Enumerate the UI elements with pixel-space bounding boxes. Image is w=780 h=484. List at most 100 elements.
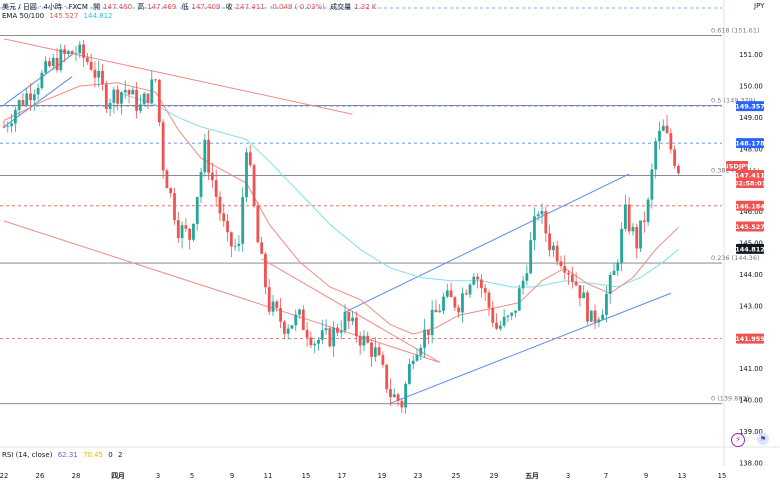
candle-body [199,172,203,198]
candle-body [559,261,563,267]
rsi-label: RSI (14, close) [2,451,53,459]
candle-body [533,216,536,241]
candle-body [93,69,97,78]
candle-body [248,152,252,166]
candle-body [44,61,48,73]
candle-body [89,61,93,70]
rsi-ma-value: 70.45 [82,451,104,459]
candle-body [347,312,351,322]
candle-body [510,312,514,316]
candle-body [157,79,161,123]
candle-body [305,329,309,338]
flag-icon[interactable]: ⚑ [757,433,769,445]
candle-body [317,339,320,344]
candle-body [282,321,286,334]
candle-body [548,233,551,251]
price-tag-text: 146.184 [735,202,765,210]
candle-body [313,343,317,346]
price-tag-text: 144.812 [735,245,765,253]
x-tick-label: 3 [156,472,160,480]
x-tick-label: 11 [264,472,273,480]
candle-body [551,245,555,251]
candle-body [142,93,146,105]
candle-body [104,84,108,109]
candle-body [377,347,381,356]
candle-body [222,213,226,221]
candle-body [17,100,21,110]
candle-body [646,199,650,222]
candle-body [381,355,385,365]
price-tag-text: 148.178 [735,140,765,148]
candle-body [544,211,548,234]
candle-body [154,79,157,81]
candle-body [226,220,229,233]
candle-body [55,57,59,71]
candle-body [6,126,10,127]
candle-body [188,228,192,240]
candle-body [260,242,264,254]
ema-legend[interactable]: EMA 50/100 145.527 144.812 [2,12,115,20]
candle-body [82,44,85,58]
open-label: 開 [93,3,101,11]
candle-body [358,336,362,346]
candle-body [127,90,131,95]
candle-body [116,89,120,104]
candle-body [593,310,597,323]
x-tick-label: 15 [302,472,311,480]
candle-body [502,316,506,326]
ema-slow-value: 144.812 [83,12,113,20]
candle-body [176,220,180,239]
candle-body [498,325,502,329]
downtrend-line [3,38,353,115]
x-tick-label: 29 [490,472,499,480]
candle-body [301,309,305,330]
low-label: 低 [181,3,189,11]
candle-body [123,90,127,93]
candle-body [51,57,55,67]
x-tick-label: 23 [414,472,423,480]
rsi-value: 62.31 [57,451,78,459]
candle-body [623,204,627,229]
candle-body [616,262,620,271]
candle-body [25,93,29,105]
candle-body [642,220,646,222]
candle-body [328,328,332,347]
candle-body [320,330,324,340]
ema-fast-value: 145.527 [49,12,79,20]
candle-body [574,281,578,286]
candle-body [563,266,567,273]
candle-body [495,322,498,329]
x-tick-label: 15 [718,472,727,480]
candle-body [36,88,40,95]
candle-body [661,125,665,131]
x-tick-label: 22 [0,472,8,480]
channel-line [344,173,630,313]
y-tick-label: 141.00 [739,365,763,373]
candle-body [309,337,313,346]
flash-icon[interactable]: ⚡ [731,433,745,447]
candle-body [468,284,472,295]
candle-body [449,290,453,298]
y-tick-label: 148.00 [739,145,763,153]
candle-body [464,293,468,295]
currency-label: JPY [754,2,765,10]
candle-body [101,70,104,85]
candle-body [631,227,635,232]
candle-body [237,243,241,246]
candle-body [408,364,411,384]
candle-body [298,309,301,315]
candle-body [487,292,491,308]
candle-body [97,70,101,78]
price-tag-text: 149.357 [735,103,765,111]
candle-body [373,347,377,357]
ema-fast-line [3,82,679,335]
candle-body [59,49,63,71]
candle-body [294,314,298,326]
candle-body [483,287,487,293]
rsi-extra-1: 0 [108,451,113,459]
candle-body [332,327,336,347]
rsi-legend[interactable]: RSI (14, close) 62.31 70.45 0 2 [2,451,125,459]
candle-body [67,51,70,54]
fib-level-label: 0.236 (144.36) [711,254,760,262]
